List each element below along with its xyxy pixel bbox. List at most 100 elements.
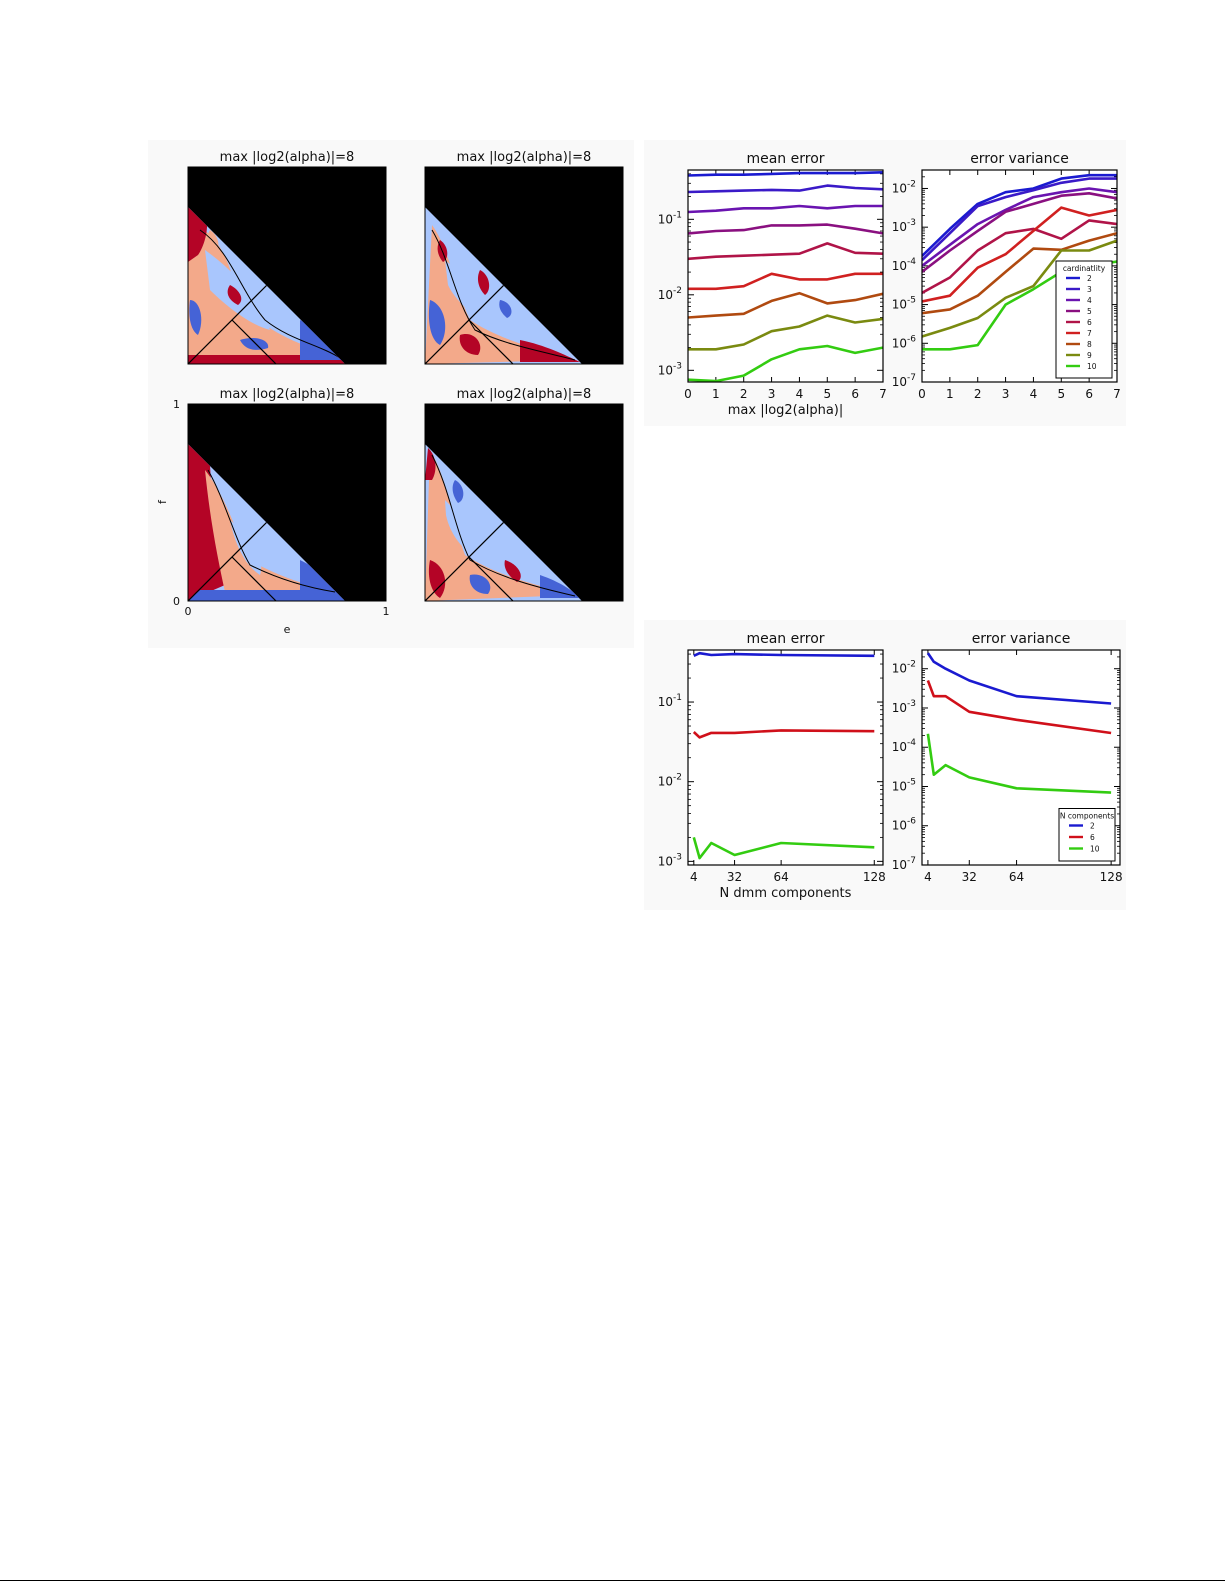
y-tick-label: 10-5	[892, 296, 916, 312]
x-tick-label: 32	[962, 870, 977, 884]
legend-title: N components	[1060, 812, 1114, 821]
series-line-5	[688, 223, 883, 235]
x-tick-label: 0	[185, 605, 192, 618]
panel-title: max |log2(alpha)|=8	[220, 387, 355, 402]
legend-label: 5	[1087, 307, 1092, 316]
series-line-10	[688, 344, 883, 382]
series-line-2	[693, 651, 875, 658]
series-group	[692, 651, 875, 860]
x-tick-label: 128	[1100, 870, 1123, 884]
contour-figure-svg: max |log2(alpha)|=8	[156, 150, 624, 636]
series-line-6	[688, 242, 883, 261]
y-tick-label: 10-1	[658, 210, 682, 226]
x-tick-label: 64	[773, 870, 788, 884]
series-line-5	[922, 192, 1117, 273]
panel-title: max |log2(alpha)|=8	[457, 387, 592, 402]
x-tick-label: 4	[1030, 387, 1038, 401]
x-tick-label: 3	[1002, 387, 1010, 401]
x-tick-label: 0	[684, 387, 692, 401]
series-group	[688, 171, 883, 382]
x-axis-label: e	[284, 623, 291, 636]
x-tick-label: 6	[851, 387, 859, 401]
plot-frame	[687, 169, 884, 383]
y-tick-label: 10-3	[658, 361, 682, 377]
x-tick-label: 3	[768, 387, 776, 401]
x-tick-label: 4	[690, 870, 698, 884]
x-tick-label: 6	[1085, 387, 1093, 401]
x-tick-label: 2	[740, 387, 748, 401]
x-tick-label: 1	[712, 387, 720, 401]
x-tick-label: 1	[946, 387, 954, 401]
legend-title: cardinatlity	[1063, 264, 1106, 273]
x-axis-label: N dmm components	[720, 886, 852, 901]
legend-label: 7	[1087, 329, 1092, 338]
series-line-6	[926, 680, 1112, 735]
x-tick-label: 4	[924, 870, 932, 884]
series-line-4	[688, 204, 883, 214]
chart-title: error variance	[972, 631, 1071, 647]
series-line-8	[922, 231, 1117, 315]
x-tick-label: 0	[918, 387, 926, 401]
series-line-2	[926, 652, 1112, 705]
legend-label: 10	[1087, 362, 1097, 371]
y-tick-label: 10-2	[892, 660, 916, 676]
series-line-8	[688, 291, 883, 319]
plot-frame	[921, 649, 1121, 866]
series-line-9	[922, 239, 1117, 338]
x-axis-label: max |log2(alpha)|	[728, 403, 843, 418]
x-tick-label: 5	[823, 387, 831, 401]
y-tick-label: 10-2	[658, 286, 682, 302]
chart-title: mean error	[746, 151, 824, 167]
series-line-10	[926, 733, 1112, 794]
contour-panel-1: max |log2(alpha)|=8	[187, 150, 387, 365]
line-chart: error variance 4 32 64 128 10-2 10-3 10-4 10-5 10…	[892, 631, 1123, 884]
panel-title: max |log2(alpha)|=8	[457, 150, 592, 165]
series-line-9	[688, 314, 883, 351]
panel-title: max |log2(alpha)|=8	[220, 150, 355, 165]
legend-label: 4	[1087, 296, 1092, 305]
line-chart: error variance 0 1 2 3 4 5 6 7 10-2 10-3 10-4 10-5 10…	[892, 151, 1121, 401]
legend-label: 3	[1087, 285, 1092, 294]
x-tick-label: 128	[863, 870, 886, 884]
series-line-10	[692, 837, 875, 860]
y-tick-label: 10-6	[892, 817, 917, 833]
series-line-6	[922, 219, 1117, 295]
y-axis-label: f	[156, 499, 169, 504]
components-sweep-figure: mean error 4 32 64 128 10-1 10-2 10-3 N dmm comp…	[644, 620, 1126, 910]
legend-label: 6	[1090, 833, 1095, 842]
legend-label: 2	[1090, 822, 1095, 831]
y-tick-label: 1	[173, 398, 180, 411]
y-tick-label: 10-3	[892, 699, 916, 715]
x-tick-label: 64	[1009, 870, 1024, 884]
legend-label: 8	[1087, 340, 1092, 349]
chart-title: error variance	[970, 151, 1069, 167]
y-tick-label: 10-4	[892, 257, 917, 273]
alpha-sweep-figure: mean error 0 1 2 3 4 5 6 7 10-1 10-2 10-3 max |log2(…	[644, 140, 1126, 426]
x-tick-label: 2	[974, 387, 982, 401]
y-tick-label: 10-1	[658, 693, 682, 709]
legend-label: 6	[1087, 318, 1092, 327]
x-tick-label: 7	[879, 387, 887, 401]
y-tick-label: 10-7	[892, 856, 916, 872]
series-line-2	[688, 171, 883, 177]
plot-area	[688, 650, 883, 865]
legend-label: 10	[1090, 845, 1100, 854]
y-tick-label: 10-2	[658, 773, 682, 789]
plot-frame	[687, 649, 884, 866]
y-tick-label: 10-2	[892, 179, 916, 195]
line-chart: mean error 4 32 64 128 10-1 10-2 10-3 N dmm comp…	[658, 631, 886, 901]
x-tick-label: 32	[727, 870, 742, 884]
series-line-3	[688, 184, 883, 194]
legend-box	[1055, 260, 1113, 379]
contour-panel-3: max |log2(alpha)|=8 1 0 0 1	[156, 387, 390, 636]
series-line-2	[922, 173, 1117, 257]
y-tick-label: 10-4	[892, 738, 917, 754]
series-line-7	[688, 272, 883, 291]
series-line-6	[692, 729, 875, 739]
contour-figure: max |log2(alpha)|=8	[148, 140, 634, 648]
legend-box	[1058, 808, 1116, 862]
contour-panel-2: max |log2(alpha)|=8	[424, 150, 624, 365]
